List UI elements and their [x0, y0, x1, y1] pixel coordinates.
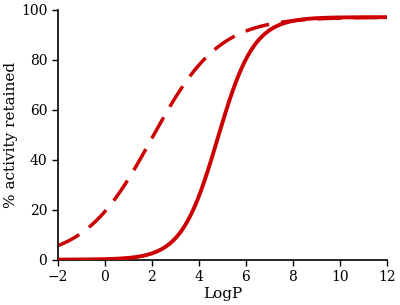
X-axis label: LogP: LogP [203, 287, 242, 301]
Y-axis label: % activity retained: % activity retained [4, 62, 18, 208]
